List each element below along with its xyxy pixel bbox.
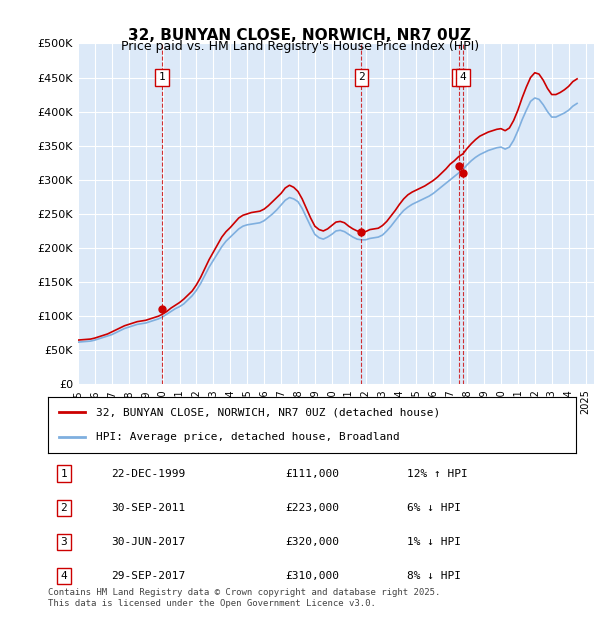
Text: 1: 1	[159, 73, 166, 82]
Text: 30-JUN-2017: 30-JUN-2017	[112, 537, 185, 547]
Text: 32, BUNYAN CLOSE, NORWICH, NR7 0UZ (detached house): 32, BUNYAN CLOSE, NORWICH, NR7 0UZ (deta…	[95, 407, 440, 417]
Text: Price paid vs. HM Land Registry's House Price Index (HPI): Price paid vs. HM Land Registry's House …	[121, 40, 479, 53]
Text: 29-SEP-2017: 29-SEP-2017	[112, 571, 185, 581]
Text: 32, BUNYAN CLOSE, NORWICH, NR7 0UZ: 32, BUNYAN CLOSE, NORWICH, NR7 0UZ	[128, 28, 472, 43]
Text: 30-SEP-2011: 30-SEP-2011	[112, 503, 185, 513]
Text: 1: 1	[61, 469, 67, 479]
Text: £111,000: £111,000	[286, 469, 340, 479]
Text: 2: 2	[61, 503, 67, 513]
Text: 12% ↑ HPI: 12% ↑ HPI	[407, 469, 468, 479]
Text: 22-DEC-1999: 22-DEC-1999	[112, 469, 185, 479]
Text: £310,000: £310,000	[286, 571, 340, 581]
Text: 2: 2	[358, 73, 365, 82]
Text: 4: 4	[61, 571, 67, 581]
Text: Contains HM Land Registry data © Crown copyright and database right 2025.
This d: Contains HM Land Registry data © Crown c…	[48, 588, 440, 608]
Text: 6% ↓ HPI: 6% ↓ HPI	[407, 503, 461, 513]
Text: 4: 4	[460, 73, 466, 82]
Text: 8% ↓ HPI: 8% ↓ HPI	[407, 571, 461, 581]
Text: £320,000: £320,000	[286, 537, 340, 547]
Text: HPI: Average price, detached house, Broadland: HPI: Average price, detached house, Broa…	[95, 432, 399, 442]
Text: 1% ↓ HPI: 1% ↓ HPI	[407, 537, 461, 547]
Text: 3: 3	[61, 537, 67, 547]
Text: £223,000: £223,000	[286, 503, 340, 513]
Text: 3: 3	[455, 73, 462, 82]
